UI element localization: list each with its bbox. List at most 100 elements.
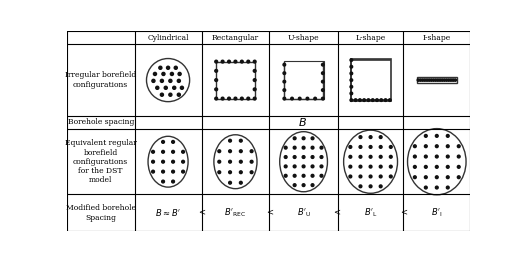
Text: $<$: $<$	[265, 208, 275, 218]
Circle shape	[363, 99, 365, 101]
Circle shape	[311, 146, 314, 149]
Circle shape	[311, 137, 314, 140]
Circle shape	[253, 69, 256, 72]
Text: U-shape: U-shape	[288, 34, 320, 42]
Circle shape	[359, 136, 362, 139]
Circle shape	[322, 72, 324, 74]
Circle shape	[457, 145, 460, 148]
Bar	[283, 61, 324, 99]
Circle shape	[372, 99, 374, 101]
Circle shape	[432, 79, 435, 81]
Circle shape	[283, 97, 286, 100]
Circle shape	[302, 137, 305, 140]
Circle shape	[435, 166, 438, 168]
Circle shape	[457, 176, 460, 179]
Circle shape	[447, 79, 450, 81]
Circle shape	[160, 79, 163, 82]
Circle shape	[218, 160, 221, 163]
Circle shape	[424, 166, 427, 168]
Circle shape	[349, 175, 352, 178]
Circle shape	[283, 72, 286, 74]
Circle shape	[162, 160, 165, 163]
Circle shape	[172, 140, 174, 143]
Circle shape	[302, 174, 305, 177]
Circle shape	[162, 180, 165, 183]
Text: Rectangular: Rectangular	[212, 34, 259, 42]
Circle shape	[350, 72, 353, 75]
Circle shape	[424, 186, 427, 189]
Circle shape	[349, 146, 352, 148]
Circle shape	[177, 79, 180, 82]
Text: $B'_{\rm U}$: $B'_{\rm U}$	[297, 207, 311, 219]
Circle shape	[311, 174, 314, 177]
Circle shape	[457, 155, 460, 158]
Circle shape	[172, 160, 174, 163]
Circle shape	[293, 156, 296, 158]
Text: $B'_{\rm L}$: $B'_{\rm L}$	[364, 207, 377, 219]
Circle shape	[379, 185, 382, 188]
Circle shape	[389, 146, 392, 148]
Circle shape	[247, 60, 249, 63]
Circle shape	[424, 176, 427, 179]
Circle shape	[239, 160, 242, 163]
Circle shape	[285, 156, 287, 158]
Circle shape	[169, 93, 172, 96]
Circle shape	[350, 66, 353, 68]
Text: $B'_{\rm I}$: $B'_{\rm I}$	[431, 207, 443, 219]
Circle shape	[283, 63, 286, 66]
Circle shape	[302, 165, 305, 168]
Circle shape	[446, 166, 449, 168]
Circle shape	[241, 97, 243, 100]
Circle shape	[293, 146, 296, 149]
Circle shape	[253, 97, 256, 100]
Circle shape	[228, 171, 232, 174]
Circle shape	[169, 79, 172, 82]
Circle shape	[285, 146, 287, 149]
Circle shape	[215, 79, 217, 81]
Circle shape	[435, 176, 438, 179]
Circle shape	[350, 86, 353, 88]
Text: Cylindrical: Cylindrical	[147, 34, 189, 42]
Circle shape	[239, 150, 242, 153]
Circle shape	[227, 60, 231, 63]
Circle shape	[311, 156, 314, 158]
Circle shape	[413, 145, 416, 148]
Circle shape	[182, 151, 184, 153]
Text: Borehole spacing: Borehole spacing	[68, 119, 134, 126]
Circle shape	[156, 86, 159, 89]
Circle shape	[283, 80, 286, 83]
Circle shape	[322, 63, 324, 66]
Circle shape	[454, 79, 456, 81]
Circle shape	[221, 97, 224, 100]
Circle shape	[228, 139, 232, 142]
Circle shape	[376, 99, 378, 101]
Text: $<$: $<$	[399, 208, 409, 218]
Circle shape	[436, 79, 439, 81]
Circle shape	[151, 170, 155, 173]
Circle shape	[369, 146, 372, 148]
Circle shape	[178, 72, 181, 75]
Bar	[216, 62, 255, 99]
Circle shape	[359, 146, 362, 148]
Circle shape	[241, 60, 243, 63]
Circle shape	[221, 60, 224, 63]
Circle shape	[349, 165, 352, 168]
Circle shape	[311, 165, 314, 168]
Circle shape	[177, 93, 180, 96]
Circle shape	[293, 174, 296, 177]
Circle shape	[428, 79, 430, 81]
Circle shape	[215, 69, 217, 72]
Circle shape	[320, 165, 323, 168]
Text: $<$: $<$	[197, 208, 206, 218]
Circle shape	[293, 184, 296, 186]
Circle shape	[446, 134, 449, 137]
Circle shape	[302, 146, 305, 149]
Circle shape	[218, 150, 221, 153]
Circle shape	[350, 99, 353, 101]
Circle shape	[413, 176, 416, 179]
Circle shape	[311, 184, 314, 186]
Circle shape	[253, 79, 256, 81]
Circle shape	[174, 66, 177, 69]
Circle shape	[350, 92, 353, 95]
Circle shape	[446, 145, 449, 148]
